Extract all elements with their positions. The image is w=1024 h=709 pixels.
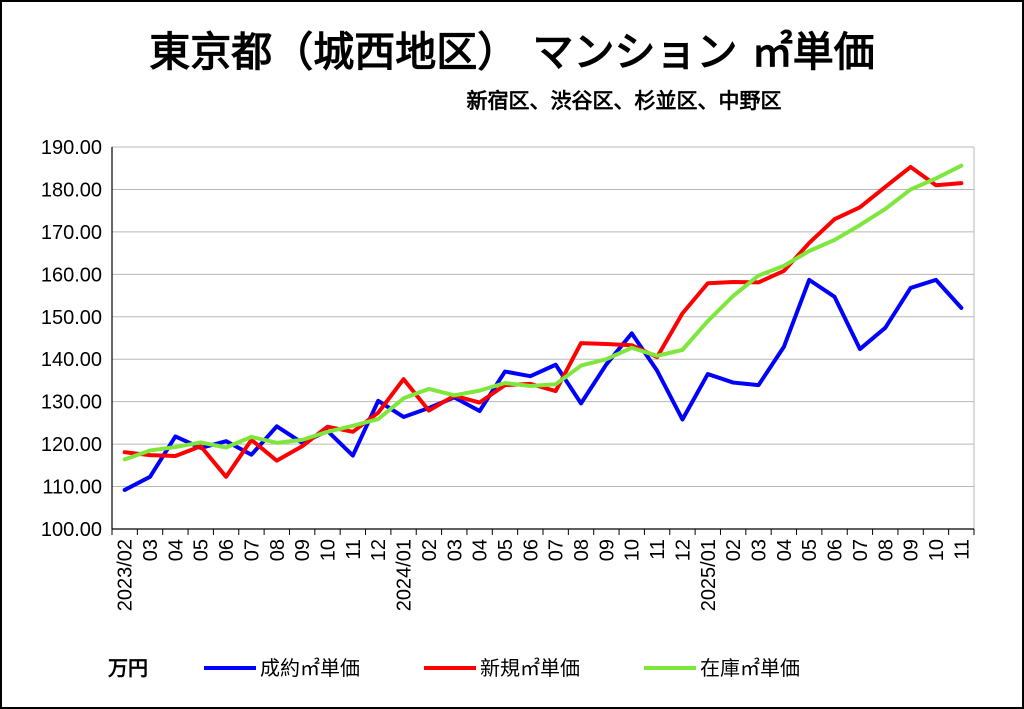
y-tick-label: 170.00: [41, 222, 102, 244]
x-tick-label: 06: [520, 539, 542, 561]
x-tick-label: 10: [622, 539, 644, 561]
x-tick-label: 08: [875, 539, 897, 561]
x-tick-label: 02: [419, 539, 441, 561]
x-tick-label: 04: [470, 539, 492, 561]
x-tick-label: 07: [241, 539, 263, 561]
unit-label: 万円: [107, 656, 148, 680]
x-tick-label: 07: [850, 539, 872, 561]
y-tick-label: 110.00: [42, 477, 102, 499]
y-tick-label: 160.00: [41, 264, 102, 286]
y-tick-label: 120.00: [41, 434, 102, 456]
x-tick-label: 03: [444, 539, 466, 561]
x-tick-label: 09: [596, 539, 618, 561]
x-tick-label: 11: [951, 539, 973, 560]
x-tick-label: 12: [368, 539, 390, 561]
x-tick-label: 12: [672, 539, 694, 561]
x-tick-label: 09: [901, 539, 923, 561]
x-tick-label: 11: [343, 539, 365, 560]
legend-label-2: 新規㎡単価: [480, 656, 580, 680]
y-tick-label: 100.00: [41, 519, 102, 541]
legend: 万円 成約㎡単価 新規㎡単価 在庫㎡単価: [107, 656, 800, 680]
x-tick-label: 04: [165, 539, 187, 561]
x-tick-label: 10: [318, 539, 340, 561]
x-tick-label: 05: [191, 539, 213, 561]
legend-label-1: 成約㎡単価: [260, 656, 360, 680]
y-tick-label: 190.00: [41, 137, 102, 159]
chart-title: 東京都（城西地区） マンション ㎡単価: [149, 28, 875, 76]
x-tick-label: 05: [799, 539, 821, 561]
x-tick-label: 02: [723, 539, 745, 561]
y-tick-label: 140.00: [41, 349, 102, 371]
x-tick-label: 07: [546, 539, 568, 561]
plot-area: 100.00 110.00 120.00 130.00 140.00 150.00 160.…: [41, 137, 975, 611]
x-tick-label: 06: [216, 539, 238, 561]
chart-subtitle: 新宿区、渋谷区、杉並区、中野区: [467, 89, 782, 113]
series-line-2: [122, 164, 964, 479]
legend-label-3: 在庫㎡単価: [700, 656, 800, 680]
x-tick-label: 05: [495, 539, 517, 561]
y-tick-label: 150.00: [41, 307, 102, 329]
x-tick-label: 03: [749, 539, 771, 561]
series-line-3: [122, 163, 964, 462]
x-tick-label: 2024/01: [394, 539, 416, 611]
x-tick-label: 08: [571, 539, 593, 561]
y-tick-label: 130.00: [41, 392, 102, 414]
x-tick-label: 11: [647, 539, 669, 560]
x-tick-label: 08: [267, 539, 289, 561]
x-tick-label: 03: [140, 539, 162, 561]
x-tick-label: 09: [292, 539, 314, 561]
x-tick-label: 2023/02: [115, 539, 137, 611]
x-tick-label: 04: [774, 539, 796, 561]
x-tick-label: 10: [926, 539, 948, 561]
x-tick-label: 2025/01: [698, 539, 720, 611]
y-tick-label: 180.00: [41, 179, 102, 201]
x-tick-label: 06: [825, 539, 847, 561]
